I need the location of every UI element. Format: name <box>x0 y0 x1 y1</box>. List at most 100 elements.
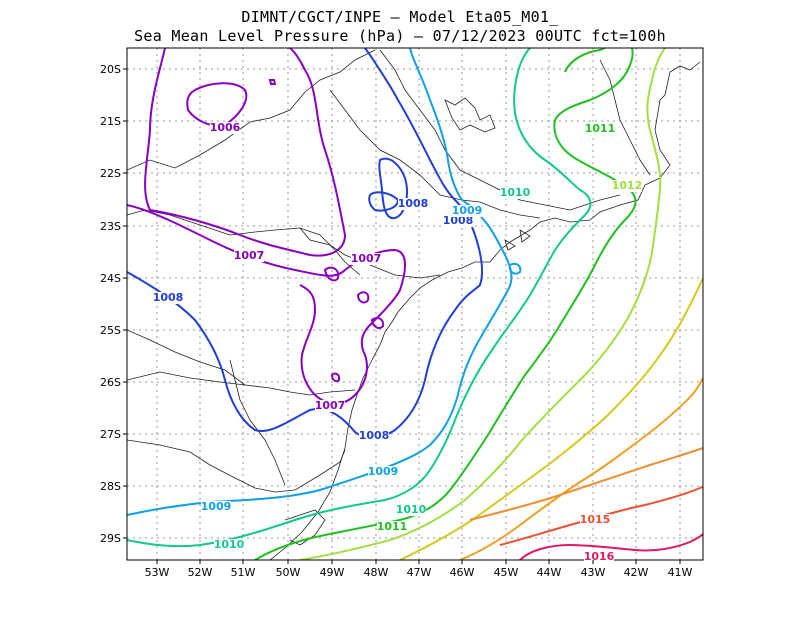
contour-label-bg <box>234 250 264 262</box>
isobar-1010 <box>127 48 592 548</box>
axis-ticks <box>123 68 681 564</box>
contour-label-bg <box>398 198 428 210</box>
isobar-1007 <box>127 204 406 405</box>
lon-tick-label: 52W <box>188 566 213 579</box>
contour-label: 1009 <box>452 204 483 217</box>
state-border-rj-mg <box>379 49 621 211</box>
isobar-1008-closed-2 <box>368 191 400 212</box>
contour-label: 1015 <box>580 513 611 526</box>
contour-label: 1007 <box>315 399 346 412</box>
contour-label: 1010 <box>500 186 531 199</box>
isobar-1013 <box>399 277 703 560</box>
lat-tick-label: 25S <box>100 324 121 337</box>
isobar-1012 <box>299 48 666 560</box>
contour-label: 1006 <box>210 121 241 134</box>
plot-frame <box>126 47 704 561</box>
lon-tick-label: 48W <box>364 566 389 579</box>
contour-label-bg <box>377 521 407 533</box>
state-border-es <box>599 59 651 176</box>
lon-tick-label: 42W <box>624 566 649 579</box>
contour-label-bg <box>585 123 615 135</box>
lon-tick-label: 44W <box>537 566 562 579</box>
inland-border <box>229 359 286 486</box>
isobar-1008-closed-1 <box>378 157 408 220</box>
lon-tick-label: 45W <box>494 566 519 579</box>
contour-label: 1009 <box>201 500 232 513</box>
contour-label-bg <box>153 292 183 304</box>
lagoon-patos <box>284 509 326 546</box>
lat-tick-label: 20S <box>100 63 121 76</box>
lon-tick-label: 43W <box>581 566 606 579</box>
isobar-1014 <box>459 377 703 560</box>
contour-label: 1008 <box>359 429 390 442</box>
lat-tick-label: 27S <box>100 428 121 441</box>
isobar-1009 <box>127 48 513 516</box>
isobar-1007-closed-2 <box>356 291 370 304</box>
contour-label: 1007 <box>351 252 382 265</box>
isobar-1009-small <box>508 262 522 275</box>
lon-tick-label: 53W <box>145 566 170 579</box>
contour-label: 1011 <box>585 122 616 135</box>
isobar-1008 <box>127 48 484 439</box>
isobar-1007-closed-4 <box>330 372 341 383</box>
contour-label: 1008 <box>153 291 184 304</box>
contour-label-bg <box>201 501 231 513</box>
isobar-1007-closed-1 <box>323 266 340 282</box>
contour-label: 1010 <box>214 538 245 551</box>
lat-tick-label: 23S <box>100 220 121 233</box>
isobar-1007-closed-3 <box>370 317 385 329</box>
lon-tick-label: 49W <box>320 566 345 579</box>
state-border-mg <box>127 49 376 171</box>
lat-tick-label: 24S <box>100 272 121 285</box>
islands <box>444 97 496 133</box>
contour-label-bg <box>443 215 473 227</box>
contour-label-bg <box>396 504 426 516</box>
river-parana <box>127 209 361 276</box>
lat-tick-label: 22S <box>100 167 121 180</box>
isobar-1011-top <box>564 48 606 73</box>
lon-tick-label: 51W <box>231 566 256 579</box>
contour-label: 1008 <box>398 197 429 210</box>
state-border-sp-mg <box>329 89 541 219</box>
contour-label-bg <box>359 430 389 442</box>
border-argentina <box>127 329 246 386</box>
lat-tick-label: 29S <box>100 532 121 545</box>
contour-label-bg <box>214 539 244 551</box>
contour-label: 1007 <box>234 249 265 262</box>
contour-label: 1010 <box>396 503 427 516</box>
contour-label-bg <box>452 205 482 217</box>
contour-label-bg <box>351 253 381 265</box>
graticule <box>127 48 703 560</box>
lat-tick-label: 28S <box>100 480 121 493</box>
isobar-1016 <box>519 533 703 560</box>
contour-label-bg <box>315 400 345 412</box>
chart-title: DIMNT/CGCT/INPE – Model Eta05_M01_ <box>241 8 559 26</box>
contour-label-bg <box>210 122 240 134</box>
lon-tick-label: 46W <box>450 566 475 579</box>
isobar-1015 <box>499 486 703 546</box>
contour-label: 1011 <box>377 520 408 533</box>
latitude-labels: 20S 21S 22S 23S 24S 25S 26S 27S 28S 29S <box>100 63 121 545</box>
isobar-1011 <box>254 48 637 560</box>
contour-label-bg <box>580 514 610 526</box>
coastlines-and-borders <box>127 49 701 560</box>
atlantic-coastline <box>269 61 701 560</box>
longitude-labels: 53W 52W 51W 50W 49W 48W 47W 46W 45W 44W 43W 42W 41W <box>145 566 693 579</box>
lon-tick-label: 47W <box>407 566 432 579</box>
lat-tick-label: 26S <box>100 376 121 389</box>
lon-tick-label: 50W <box>276 566 301 579</box>
contour-label-bg <box>612 180 642 192</box>
isobars <box>127 48 703 560</box>
islands-2 <box>504 229 531 251</box>
isobar-1006-small <box>268 79 277 85</box>
contour-label: 1012 <box>612 179 643 192</box>
contour-label-bg <box>584 551 614 563</box>
state-border-sc-rs <box>127 439 346 493</box>
lon-tick-label: 41W <box>668 566 693 579</box>
contour-label: 1008 <box>443 214 474 227</box>
isobar-1014-b <box>469 447 703 521</box>
chart-subtitle: Sea Mean Level Pressure (hPa) – 07/12/20… <box>134 27 666 45</box>
contour-label-bg <box>500 187 530 199</box>
